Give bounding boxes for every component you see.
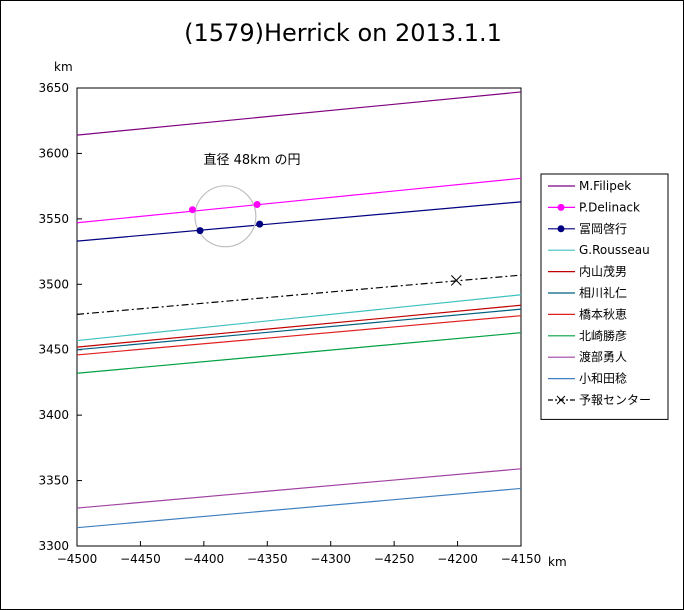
series-line xyxy=(77,308,521,351)
series-line xyxy=(77,487,521,529)
x-tick-label: −4450 xyxy=(120,552,161,566)
y-unit-label: km xyxy=(54,60,73,74)
observation-point xyxy=(196,227,204,235)
legend-label: 渡部勇人 xyxy=(579,349,627,364)
y-tick-label: 3300 xyxy=(38,539,69,553)
x-tick-label: −4300 xyxy=(310,552,351,566)
legend-label: 橋本秋恵 xyxy=(579,307,627,321)
y-tick-label: 3350 xyxy=(38,474,69,488)
y-tick-label: 3550 xyxy=(38,212,69,226)
diameter-circle xyxy=(194,185,257,248)
plot-area xyxy=(76,87,522,547)
y-tick-label: 3600 xyxy=(38,146,69,160)
observation-point xyxy=(188,206,196,214)
series-line xyxy=(77,177,521,224)
legend-label: 相川礼仁 xyxy=(579,285,627,300)
x-tick-label: −4150 xyxy=(501,552,542,566)
series-line xyxy=(77,304,521,348)
y-tick-label: 3450 xyxy=(38,343,69,357)
circle-annotation: 直径 48km の円 xyxy=(204,153,301,168)
legend-label: 予報センター xyxy=(579,393,651,407)
series-line xyxy=(77,332,521,374)
x-tick-label: −4350 xyxy=(247,552,288,566)
x-tick-label: −4250 xyxy=(374,552,415,566)
series-line xyxy=(77,201,521,242)
legend-marker xyxy=(557,225,565,233)
observation-point xyxy=(256,220,264,228)
series-line xyxy=(77,468,521,509)
x-tick-label: −4500 xyxy=(57,552,98,566)
series-line xyxy=(77,274,521,315)
x-tick-label: −4400 xyxy=(184,552,225,566)
y-tick-label: 3400 xyxy=(38,408,69,422)
forecast-center-marker xyxy=(450,275,462,286)
legend-label: 小和田稔 xyxy=(579,372,627,386)
legend-label: 内山茂男 xyxy=(579,265,627,279)
observation-point xyxy=(253,200,261,208)
legend-label: P.Delinack xyxy=(579,200,640,214)
series-line xyxy=(77,294,521,342)
legend-marker xyxy=(557,203,565,211)
y-tick-label: 3500 xyxy=(38,277,69,291)
legend-label: M.Filipek xyxy=(579,179,631,193)
legend-label: 冨岡啓行 xyxy=(579,221,627,236)
legend-label: 北崎勝彦 xyxy=(579,328,627,343)
legend-label: G.Rousseau xyxy=(579,243,650,257)
series-line xyxy=(77,315,521,356)
y-tick-label: 3650 xyxy=(38,81,69,95)
legend-marker xyxy=(556,395,566,405)
series-line xyxy=(77,91,521,136)
chart-title: (1579)Herrick on 2013.1.1 xyxy=(184,19,502,47)
x-tick-label: −4200 xyxy=(437,552,478,566)
x-unit-label: km xyxy=(548,555,567,569)
